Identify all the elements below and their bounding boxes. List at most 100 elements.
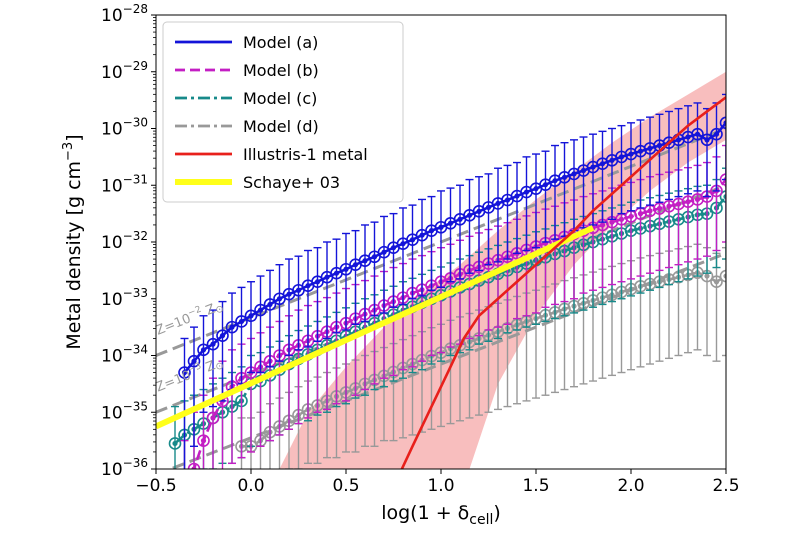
reference-label-symbol: ⊙: [214, 360, 226, 373]
plot-area: [156, 71, 726, 509]
legend-label: Model (c): [243, 89, 317, 108]
y-tick-exponent: −35: [123, 399, 148, 413]
data-point: [710, 127, 723, 141]
data-point-center: [685, 134, 691, 140]
y-tick-exponent: −31: [123, 172, 148, 186]
data-point-center: [666, 203, 672, 209]
reference-label-suffix: Z: [200, 358, 218, 377]
data-point-center: [390, 245, 397, 251]
y-tick-base: 10: [101, 347, 123, 367]
data-point: [653, 202, 666, 215]
reference-label-prefix: Z=10: [154, 311, 193, 338]
data-point: [263, 298, 277, 311]
errorbar: [503, 164, 512, 260]
errorbar: [285, 258, 293, 357]
data-point-center: [723, 273, 726, 279]
series-line: [400, 96, 726, 469]
data-point-center: [219, 333, 226, 339]
data-point: [719, 269, 726, 283]
data-point-center: [694, 131, 701, 137]
data-point-center: [466, 212, 473, 218]
reference-label-exponent: −2: [187, 305, 203, 319]
legend-item: Model (d): [175, 117, 319, 136]
legend-item: Model (b): [175, 61, 319, 80]
y-tick-exponent: −33: [123, 286, 148, 300]
data-point-center: [609, 219, 615, 225]
errorbar: [722, 246, 726, 357]
data-point: [672, 197, 685, 211]
data-point-center: [675, 137, 682, 143]
x-tick-label: 2.5: [712, 476, 739, 496]
x-tick-label: 0.0: [237, 476, 264, 496]
data-point-center: [523, 189, 530, 195]
data-point: [662, 199, 676, 213]
series-illustris: [400, 96, 726, 469]
data-point-center: [495, 200, 501, 207]
data-point-center: [438, 224, 444, 230]
errorbar: [551, 144, 559, 240]
data-point-center: [723, 120, 726, 126]
x-tick-label: 1.0: [427, 476, 454, 496]
data-point: [187, 462, 201, 469]
data-point: [197, 434, 210, 447]
data-point: [681, 195, 695, 209]
data-point-center: [580, 167, 587, 174]
errorbar: [684, 105, 692, 195]
series-layer: [156, 93, 726, 509]
data-point-center: [637, 211, 644, 217]
series-line: [156, 225, 595, 430]
data-point-center: [352, 262, 359, 268]
data-point: [719, 190, 726, 203]
data-point-center: [343, 266, 349, 272]
y-tick-label: 10−33: [101, 286, 148, 310]
y-tick-base: 10: [101, 176, 123, 196]
data-point: [168, 437, 182, 450]
reference-label-suffix: Z: [200, 302, 218, 321]
data-point-center: [637, 148, 644, 154]
legend-item: Illustris-1 metal: [175, 145, 368, 164]
y-tick-label: 10−36: [101, 456, 148, 480]
data-point: [179, 498, 190, 509]
errorbar: [665, 110, 673, 201]
errorbar: [484, 173, 493, 266]
errorbar: [427, 195, 436, 291]
y-tick-label: 10−29: [101, 59, 148, 83]
data-point-center: [628, 151, 634, 157]
errorbar: [722, 93, 726, 181]
errorbar: [237, 286, 246, 385]
y-tick-label: 10−30: [101, 116, 148, 140]
errorbar: [418, 198, 426, 297]
errorbar: [627, 122, 635, 212]
data-point: [197, 343, 210, 357]
data-point-center: [200, 438, 207, 444]
y-axis-label-main: Metal density [g cm: [63, 161, 85, 350]
y-tick-base: 10: [101, 403, 123, 423]
data-point-center: [191, 358, 197, 364]
errorbar: [722, 144, 726, 243]
errorbar: [332, 238, 341, 334]
data-point-center: [561, 174, 568, 180]
data-point: [225, 320, 239, 334]
legend-label: Model (a): [243, 33, 318, 52]
errorbar: [304, 249, 312, 348]
data-point-center: [504, 197, 511, 203]
data-point-center: [324, 274, 330, 280]
data-point-center: [675, 201, 682, 207]
data-point-center: [647, 208, 653, 214]
errorbar: [180, 337, 189, 469]
errorbar: [532, 153, 540, 249]
data-point-center: [618, 216, 625, 222]
data-point-center: [713, 131, 720, 137]
errorbar: [389, 212, 398, 308]
errorbar: [475, 176, 483, 272]
errorbar: [370, 221, 379, 317]
y-tick-base: 10: [101, 6, 123, 26]
x-axis-label-close: ): [493, 502, 500, 524]
legend-item: Model (a): [175, 33, 318, 52]
data-point-center: [704, 273, 710, 279]
data-point-center: [191, 466, 197, 469]
data-point: [710, 275, 723, 289]
data-point-center: [609, 157, 615, 163]
data-point-center: [295, 287, 302, 293]
